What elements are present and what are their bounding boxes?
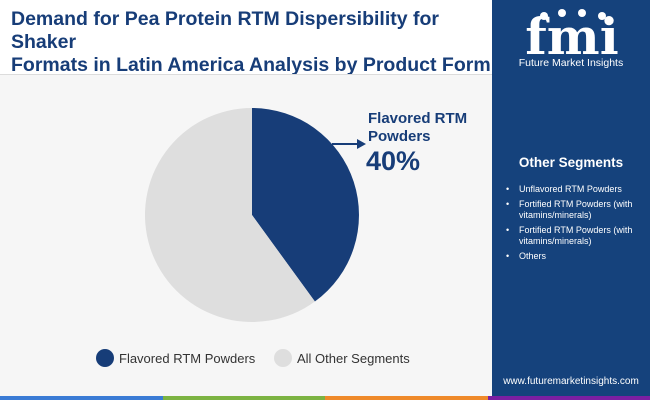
legend-swatch-other bbox=[274, 349, 292, 367]
bullet-icon: • bbox=[506, 199, 510, 209]
annotation-label-line-1: Flavored RTM bbox=[368, 110, 467, 127]
strip-segment-orange bbox=[325, 396, 488, 400]
annotation-value: 40% bbox=[366, 146, 420, 176]
slice-annotation: Flavored RTM Powders 40% bbox=[332, 110, 467, 176]
legend-label-other: All Other Segments bbox=[297, 351, 410, 366]
legend-swatch-flavored bbox=[96, 349, 114, 367]
legend-label-flavored: Flavored RTM Powders bbox=[119, 351, 256, 366]
segment-item-label: Others bbox=[519, 251, 547, 261]
segment-item: • Fortified RTM Powders (with vitamins/mi… bbox=[504, 199, 648, 221]
segment-item-label: Unflavored RTM Powders bbox=[519, 184, 622, 194]
annotation-arrow-head bbox=[357, 139, 366, 149]
strip-segment-green bbox=[162, 396, 325, 400]
chart-legend: Flavored RTM Powders All Other Segments bbox=[96, 349, 410, 367]
segment-item-label: Fortified RTM Powders (with vitamins/min… bbox=[519, 199, 633, 220]
logo-icon-dot-2 bbox=[558, 9, 566, 17]
strip-segment-purple bbox=[487, 396, 650, 400]
chart-title: Demand for Pea Protein RTM Dispersibilit… bbox=[11, 8, 491, 77]
website-url: www.futuremarketinsights.com bbox=[503, 376, 639, 387]
pie-slice-all-other-segments bbox=[144, 108, 315, 322]
segment-item-label: Fortified RTM Powders (with vitamins/min… bbox=[519, 225, 633, 246]
segment-item: • Unflavored RTM Powders bbox=[504, 184, 648, 195]
segment-item: • Others bbox=[504, 251, 648, 262]
strip-segment-blue bbox=[0, 396, 163, 400]
bullet-icon: • bbox=[506, 184, 510, 194]
logo-icon-dot-1 bbox=[540, 12, 548, 20]
chart-title-line-1: Demand for Pea Protein RTM Dispersibilit… bbox=[11, 8, 439, 53]
pie-slice-flavored-rtm-powders bbox=[252, 108, 359, 302]
pie-slices bbox=[144, 108, 359, 322]
chart-title-line-2: Formats in Latin America Analysis by Pro… bbox=[11, 54, 491, 76]
pie-chart: Flavored RTM Powders 40% Flavored RTM Po… bbox=[96, 108, 467, 367]
sidebar: fmi Future Market Insights Other Segment… bbox=[492, 0, 650, 400]
bottom-color-strip bbox=[0, 396, 650, 400]
brand-name: Future Market Insights bbox=[518, 57, 624, 69]
bullet-icon: • bbox=[506, 225, 510, 235]
logo-icon-dot-3 bbox=[578, 9, 586, 17]
annotation-label-line-2: Powders bbox=[368, 128, 431, 145]
other-segments-title: Other Segments bbox=[518, 155, 624, 170]
fmi-logo: fmi bbox=[525, 7, 618, 66]
other-segments-list: • Unflavored RTM Powders • Fortified RTM P… bbox=[504, 184, 648, 266]
segment-item: • Fortified RTM Powders (with vitamins/mi… bbox=[504, 225, 648, 247]
chart-header: Demand for Pea Protein RTM Dispersibilit… bbox=[0, 0, 492, 77]
bullet-icon: • bbox=[506, 251, 510, 261]
logo-icon-dot-4 bbox=[598, 12, 606, 20]
